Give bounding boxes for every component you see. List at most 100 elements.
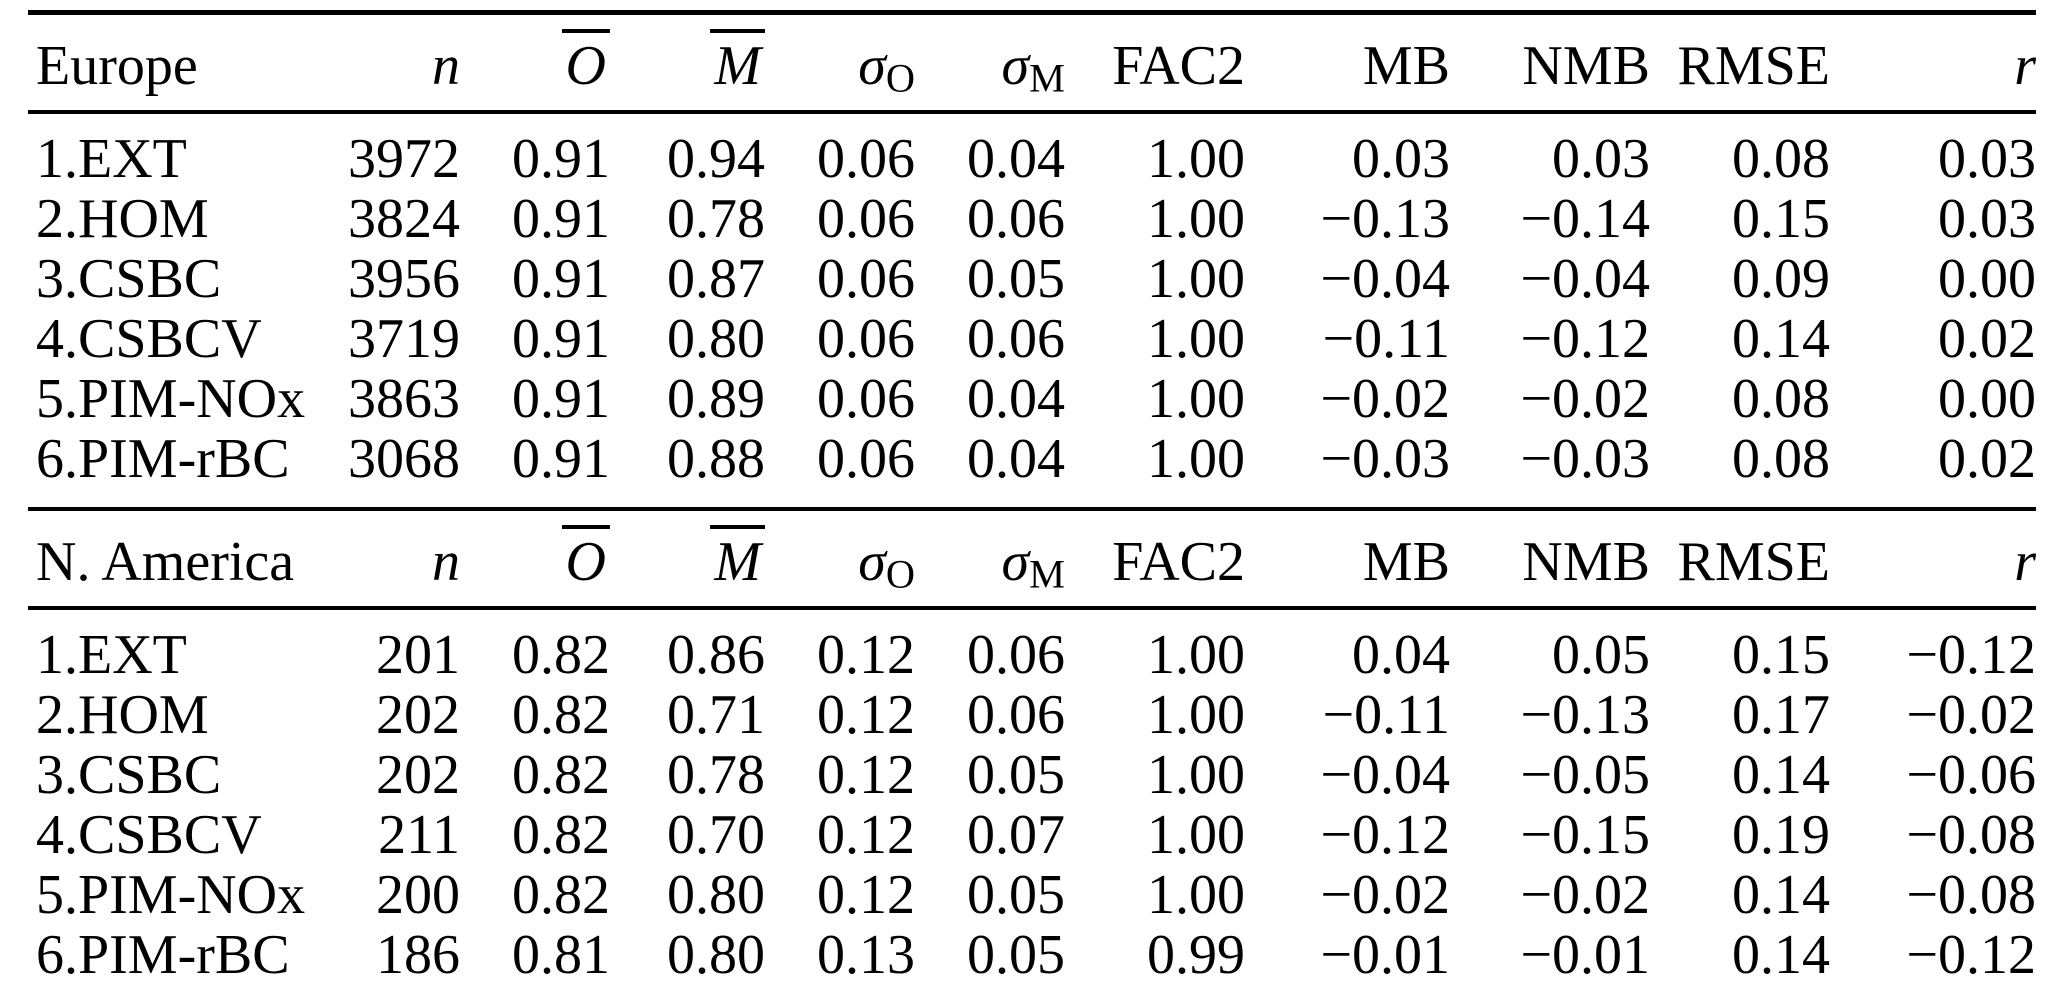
- sigma-symbol: σ: [1001, 531, 1030, 593]
- sigma-subscript: O: [885, 55, 915, 101]
- sigma-symbol: σ: [1001, 35, 1030, 97]
- cell-r: 0.02: [1938, 428, 2036, 490]
- cell-FAC2: 1.00: [1147, 308, 1245, 370]
- cell-sigmaO: 0.12: [817, 864, 915, 926]
- cell-n: 3863: [348, 368, 460, 430]
- sigma-subscript: O: [885, 551, 915, 597]
- cell-sigmaO: 0.06: [817, 368, 915, 430]
- cell-RMSE: 0.08: [1732, 128, 1830, 190]
- cell-RMSE: 0.08: [1732, 428, 1830, 490]
- cell-sigmaO: 0.12: [817, 804, 915, 866]
- column-header-RMSE: RMSE: [1650, 10, 1830, 114]
- cell-NMB: 0.03: [1552, 128, 1650, 190]
- cell-n: 3719: [348, 308, 460, 370]
- cell-r: −0.12: [1830, 925, 2036, 1007]
- cell-RMSE: 0.14: [1732, 308, 1830, 370]
- cell-n: 3824: [348, 188, 460, 250]
- sigma-subscript: M: [1029, 55, 1065, 101]
- cell-O: 0.81: [460, 925, 610, 1007]
- cell-r: −0.08: [1906, 864, 2036, 926]
- cell-sigmaM: 0.04: [967, 128, 1065, 190]
- cell-r: 0.03: [1938, 188, 2036, 250]
- column-header-MB: MB: [1245, 507, 1450, 610]
- cell-MB: −0.02: [1320, 368, 1450, 430]
- row-label: 2.HOM: [36, 188, 209, 250]
- table-row: 6.PIM-rBC 186 0.81 0.80 0.13 0.05 0.99 −0.01 −0.…: [28, 925, 2036, 1007]
- cell-MB: −0.04: [1320, 744, 1450, 806]
- cell-n: 3068: [348, 428, 460, 490]
- cell-FAC2: 0.99: [1065, 925, 1245, 1007]
- cell-r: 0.00: [1938, 248, 2036, 310]
- cell-M: 0.89: [667, 368, 765, 430]
- cell-NMB: −0.05: [1520, 744, 1650, 806]
- cell-sigmaM: 0.07: [967, 804, 1065, 866]
- table-row: 3.CSBC 202 0.82 0.78 0.12 0.05 1.00 −0.04 −0.05 0…: [28, 745, 2036, 805]
- row-label: 3.CSBC: [36, 248, 222, 310]
- cell-FAC2: 1.00: [1147, 624, 1245, 686]
- cell-O: 0.82: [512, 624, 610, 686]
- column-header-sigmaO: σO: [765, 10, 915, 114]
- column-header-sigmaO: σO: [765, 507, 915, 610]
- cell-M: 0.78: [667, 744, 765, 806]
- cell-M: 0.78: [667, 188, 765, 250]
- section-title: Europe: [28, 10, 310, 114]
- cell-sigmaO: 0.06: [817, 428, 915, 490]
- cell-sigmaM: 0.05: [967, 744, 1065, 806]
- row-label: 4.CSBCV: [36, 804, 262, 866]
- cell-NMB: −0.01: [1450, 925, 1650, 1007]
- cell-RMSE: 0.14: [1650, 925, 1830, 1007]
- cell-NMB: −0.15: [1520, 804, 1650, 866]
- cell-O: 0.91: [512, 248, 610, 310]
- cell-FAC2: 1.00: [1147, 368, 1245, 430]
- cell-n: 186: [310, 925, 460, 1007]
- cell-NMB: 0.05: [1552, 624, 1650, 686]
- column-header-n: n: [310, 507, 460, 610]
- cell-sigmaM: 0.06: [967, 684, 1065, 746]
- cell-sigmaM: 0.06: [967, 188, 1065, 250]
- cell-NMB: −0.04: [1520, 248, 1650, 310]
- cell-MB: −0.12: [1320, 804, 1450, 866]
- column-header-MB: MB: [1245, 10, 1450, 114]
- cell-MB: −0.04: [1320, 248, 1450, 310]
- cell-sigmaO: 0.06: [817, 128, 915, 190]
- cell-MB: −0.11: [1322, 308, 1450, 370]
- cell-sigmaO: 0.12: [817, 624, 915, 686]
- column-header-r: r: [1830, 507, 2036, 610]
- cell-sigmaO: 0.06: [817, 248, 915, 310]
- cell-n: 201: [376, 624, 460, 686]
- column-header-FAC2: FAC2: [1065, 10, 1245, 114]
- column-header-M: M: [610, 10, 765, 114]
- cell-r: −0.06: [1906, 744, 2036, 806]
- cell-O: 0.82: [512, 864, 610, 926]
- cell-FAC2: 1.00: [1147, 188, 1245, 250]
- cell-NMB: −0.14: [1520, 188, 1650, 250]
- cell-n: 200: [376, 864, 460, 926]
- cell-RMSE: 0.14: [1732, 864, 1830, 926]
- cell-NMB: −0.12: [1520, 308, 1650, 370]
- cell-sigmaO: 0.13: [765, 925, 915, 1007]
- cell-n: 3972: [348, 128, 460, 190]
- row-label: 1.EXT: [36, 624, 187, 686]
- cell-sigmaM: 0.05: [915, 925, 1065, 1007]
- sigma-symbol: σ: [858, 531, 886, 593]
- cell-NMB: −0.13: [1520, 684, 1650, 746]
- cell-r: −0.12: [1906, 624, 2036, 686]
- cell-FAC2: 1.00: [1147, 684, 1245, 746]
- cell-O: 0.82: [512, 804, 610, 866]
- table-row: 5.PIM-NOx 3863 0.91 0.89 0.06 0.04 1.00 −0.02 −0…: [28, 369, 2036, 429]
- cell-MB: −0.13: [1320, 188, 1450, 250]
- overline-label: M: [710, 525, 765, 590]
- cell-n: 211: [378, 804, 460, 866]
- section-title: N. America: [28, 507, 310, 610]
- cell-MB: −0.11: [1322, 684, 1450, 746]
- cell-M: 0.80: [667, 864, 765, 926]
- cell-RMSE: 0.17: [1732, 684, 1830, 746]
- cell-FAC2: 1.00: [1147, 744, 1245, 806]
- row-label: 4.CSBCV: [36, 308, 262, 370]
- cell-MB: −0.01: [1245, 925, 1450, 1007]
- cell-r: −0.08: [1906, 804, 2036, 866]
- column-header-NMB: NMB: [1450, 507, 1650, 610]
